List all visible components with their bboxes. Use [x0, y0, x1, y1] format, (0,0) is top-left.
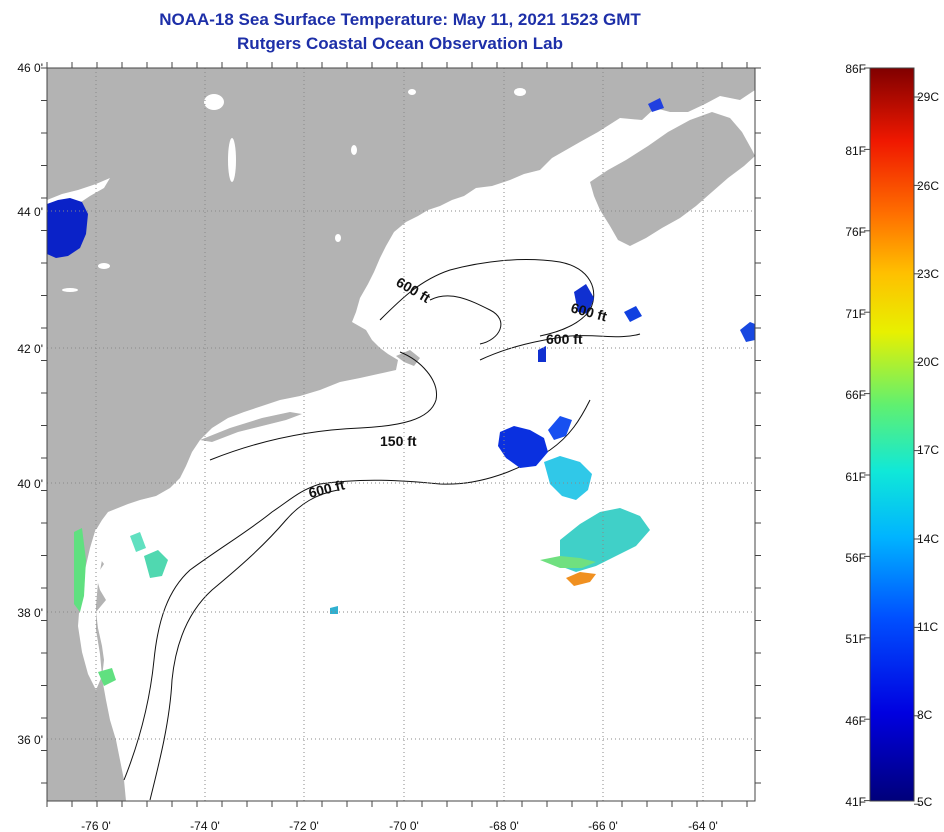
sst-warm-eddy	[560, 508, 650, 572]
lat-label: 42 0'	[17, 342, 43, 356]
sst-green-band	[540, 556, 596, 568]
sst-blue-strip	[548, 416, 572, 440]
colorbar-c-label: 29C	[917, 90, 939, 104]
lake	[204, 94, 224, 110]
lat-label: 46 0'	[17, 61, 43, 75]
lake	[98, 263, 110, 269]
map-title: NOAA-18 Sea Surface Temperature: May 11,…	[159, 10, 641, 29]
colorbar-f-label: 71F	[845, 307, 866, 321]
colorbar-c-label: 26C	[917, 179, 939, 193]
sst-georges-bank-blue	[498, 426, 548, 468]
sst-gulf-maine-blue	[574, 284, 594, 314]
sst-va-green	[98, 668, 116, 686]
colorbar-c-label: 17C	[917, 443, 939, 457]
lat-label: 38 0'	[17, 606, 43, 620]
land-nova-scotia	[590, 112, 755, 246]
colorbar-c-label: 8C	[917, 708, 933, 722]
lake-champlain	[228, 138, 236, 182]
lon-label: -72 0'	[289, 819, 319, 832]
sst-nb-blue	[538, 346, 546, 362]
colorbar-f-label: 86F	[845, 62, 866, 76]
sst-nj-cyan	[130, 532, 146, 552]
sst-chesapeake-green	[74, 528, 86, 612]
lon-label: -70 0'	[389, 819, 419, 832]
lon-label: -74 0'	[190, 819, 220, 832]
colorbar-f-label: 76F	[845, 225, 866, 239]
colorbar-f-label: 81F	[845, 144, 866, 158]
contour-label: 600 ft	[546, 331, 583, 347]
colorbar-c-label: 11C	[917, 620, 938, 634]
colorbar-f-label: 56F	[845, 551, 866, 565]
sst-cyan-patch	[544, 456, 592, 500]
sst-orange-core	[566, 572, 596, 586]
land-mainland	[47, 68, 755, 801]
contour-outer	[149, 489, 339, 801]
lake	[351, 145, 357, 155]
colorbar	[869, 67, 915, 802]
lon-label: -76 0'	[81, 819, 111, 832]
colorbar-f-label: 66F	[845, 388, 866, 402]
colorbar-f-label: 51F	[845, 632, 866, 646]
contour-label: 150 ft	[380, 433, 417, 449]
bathymetry-contours	[123, 259, 641, 801]
colorbar-c-label: 20C	[917, 355, 939, 369]
land-long-island	[200, 412, 302, 442]
colorbar-f-label: 61F	[845, 470, 866, 484]
frame-ticks	[41, 62, 761, 807]
contour-600ft-gulf	[379, 259, 595, 337]
lake	[335, 234, 341, 242]
lat-label: 44 0'	[17, 205, 43, 219]
colorbar-c-label: 23C	[917, 267, 939, 281]
lon-label: -64 0'	[688, 819, 718, 832]
lake	[514, 88, 526, 96]
contour-basin	[429, 295, 502, 345]
land-cape-cod	[396, 350, 420, 366]
colorbar-fahrenheit: 86F 81F 76F 71F 66F 61F 56F 51F 46F 41F	[845, 62, 866, 809]
lon-label: -66 0'	[588, 819, 618, 832]
lat-label: 36 0'	[17, 733, 43, 747]
latitude-axis: 46 0' 44 0' 42 0' 40 0' 38 0' 36 0'	[17, 61, 43, 747]
contour-150ft	[209, 351, 437, 461]
sst-gulf-maine-blue2	[624, 306, 642, 322]
sst-bay-of-fundy	[648, 98, 664, 112]
lon-label: -68 0'	[489, 819, 519, 832]
sst-delaware-cyan	[144, 550, 168, 578]
colorbar-ticks	[864, 67, 920, 805]
longitude-axis: -76 0' -74 0' -72 0' -70 0' -68 0' -66 0…	[81, 819, 718, 832]
contour-600ft-georges	[479, 333, 641, 361]
colorbar-f-label: 41F	[845, 795, 866, 809]
lake	[62, 288, 78, 292]
lake	[408, 89, 416, 95]
lat-label: 40 0'	[17, 477, 43, 491]
colorbar-c-label: 5C	[917, 795, 933, 809]
map-frame	[46, 67, 756, 802]
map-subtitle: Rutgers Coastal Ocean Observation Lab	[237, 34, 563, 53]
colorbar-celsius: 29C 26C 23C 20C 17C 14C 11C 8C 5C	[917, 90, 939, 809]
colorbar-f-label: 46F	[845, 714, 866, 728]
sst-east-blue	[740, 322, 755, 342]
sst-lake-ontario	[47, 198, 88, 258]
colorbar-c-label: 14C	[917, 532, 939, 546]
